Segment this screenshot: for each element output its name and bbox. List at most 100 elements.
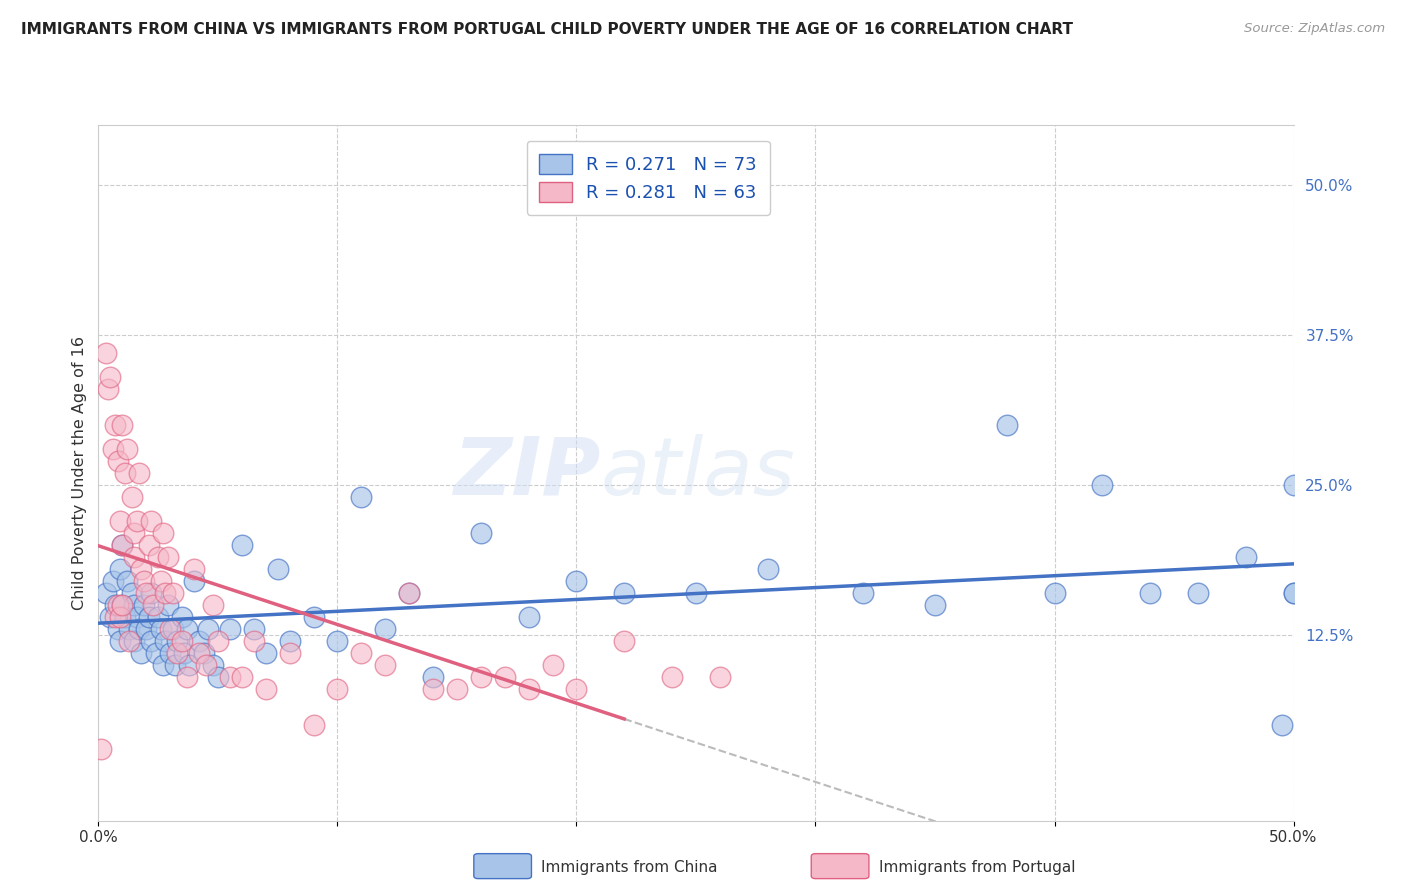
Point bbox=[995, 417, 1018, 432]
Point bbox=[114, 609, 136, 624]
Point bbox=[1139, 585, 1161, 599]
Point bbox=[565, 574, 588, 588]
Point bbox=[125, 609, 148, 624]
Point bbox=[470, 525, 492, 540]
Point bbox=[422, 670, 444, 684]
Point bbox=[156, 549, 179, 564]
Point bbox=[101, 442, 124, 456]
Point bbox=[142, 598, 165, 612]
Point bbox=[183, 562, 205, 576]
Point bbox=[94, 346, 117, 360]
Point bbox=[90, 741, 112, 756]
Point bbox=[166, 646, 188, 660]
Point bbox=[254, 646, 277, 660]
Point bbox=[163, 657, 186, 672]
Point bbox=[148, 609, 170, 624]
Point bbox=[98, 369, 122, 384]
Point bbox=[197, 622, 219, 636]
Point bbox=[132, 574, 155, 588]
Point bbox=[139, 633, 162, 648]
Point bbox=[398, 585, 420, 599]
Point bbox=[613, 633, 636, 648]
Point bbox=[162, 585, 184, 599]
Point bbox=[162, 622, 184, 636]
Point bbox=[115, 574, 138, 588]
Point bbox=[350, 646, 373, 660]
Point bbox=[1187, 585, 1209, 599]
Point bbox=[1091, 477, 1114, 491]
Point bbox=[756, 562, 779, 576]
Point bbox=[131, 562, 153, 576]
Point bbox=[517, 609, 540, 624]
Point bbox=[159, 646, 181, 660]
Point bbox=[108, 562, 131, 576]
Point bbox=[128, 466, 150, 480]
Point bbox=[111, 598, 134, 612]
Point bbox=[107, 454, 129, 468]
Point bbox=[173, 646, 195, 660]
Point bbox=[1271, 717, 1294, 731]
Point bbox=[138, 609, 160, 624]
Point bbox=[101, 574, 124, 588]
Point bbox=[207, 633, 229, 648]
Point bbox=[661, 670, 683, 684]
Point bbox=[685, 585, 707, 599]
Point bbox=[124, 525, 146, 540]
Point bbox=[446, 681, 468, 696]
Point bbox=[135, 622, 157, 636]
Point bbox=[231, 538, 253, 552]
Point bbox=[156, 598, 179, 612]
Point bbox=[139, 514, 162, 528]
Point bbox=[108, 609, 131, 624]
Point bbox=[159, 622, 181, 636]
Point bbox=[219, 670, 242, 684]
Point bbox=[1282, 585, 1305, 599]
Point bbox=[302, 717, 325, 731]
Point bbox=[517, 681, 540, 696]
Point bbox=[278, 633, 301, 648]
Point bbox=[114, 466, 136, 480]
Point bbox=[108, 633, 131, 648]
Point bbox=[148, 549, 170, 564]
Point bbox=[231, 670, 253, 684]
Point bbox=[152, 525, 174, 540]
Point bbox=[107, 598, 129, 612]
Point bbox=[494, 670, 516, 684]
Point bbox=[166, 633, 188, 648]
Point bbox=[187, 633, 209, 648]
Text: ZIP: ZIP bbox=[453, 434, 600, 512]
Point bbox=[350, 490, 373, 504]
Point bbox=[149, 622, 172, 636]
Point bbox=[145, 646, 167, 660]
Point bbox=[124, 549, 146, 564]
Point bbox=[172, 609, 194, 624]
Point bbox=[398, 585, 420, 599]
Point bbox=[128, 622, 150, 636]
Point bbox=[254, 681, 277, 696]
Point bbox=[193, 646, 215, 660]
Point bbox=[194, 657, 218, 672]
Text: Immigrants from Portugal: Immigrants from Portugal bbox=[879, 861, 1076, 875]
Point bbox=[138, 538, 160, 552]
Point bbox=[149, 574, 172, 588]
Point bbox=[565, 681, 588, 696]
Point bbox=[108, 514, 131, 528]
Point bbox=[104, 609, 127, 624]
Point bbox=[202, 657, 225, 672]
Point bbox=[709, 670, 731, 684]
Point bbox=[111, 538, 134, 552]
Legend: R = 0.271   N = 73, R = 0.281   N = 63: R = 0.271 N = 73, R = 0.281 N = 63 bbox=[527, 141, 769, 215]
Point bbox=[326, 633, 349, 648]
Point bbox=[121, 490, 143, 504]
Point bbox=[135, 585, 157, 599]
Point bbox=[155, 633, 177, 648]
Point bbox=[121, 585, 143, 599]
Point bbox=[422, 681, 444, 696]
Text: Immigrants from China: Immigrants from China bbox=[541, 861, 718, 875]
Point bbox=[924, 598, 946, 612]
Point bbox=[374, 657, 396, 672]
Point bbox=[97, 382, 120, 396]
Point bbox=[302, 609, 325, 624]
Point bbox=[139, 585, 162, 599]
Point bbox=[267, 562, 290, 576]
